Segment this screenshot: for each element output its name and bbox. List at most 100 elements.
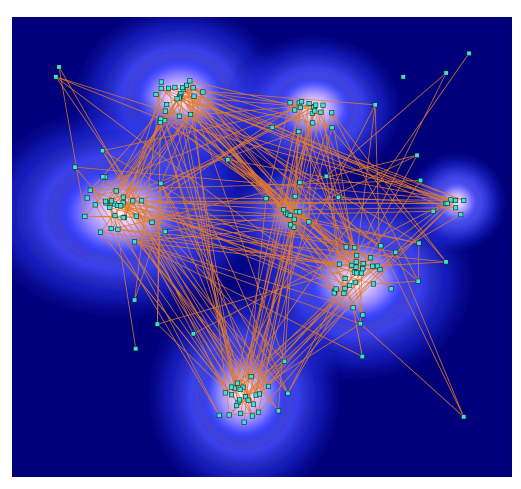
network-node	[281, 207, 287, 213]
network-node	[158, 86, 164, 92]
network-node	[320, 102, 326, 108]
network-node	[342, 275, 348, 281]
network-node	[414, 152, 420, 158]
network-node	[269, 125, 275, 131]
network-node	[241, 419, 247, 425]
network-node	[349, 262, 355, 268]
network-edge	[227, 159, 451, 201]
network-edge	[417, 243, 420, 282]
network-node	[453, 205, 459, 211]
network-edge	[193, 199, 451, 335]
network-edge	[157, 122, 161, 325]
network-node	[336, 261, 342, 267]
network-node	[287, 222, 293, 228]
network-edge	[58, 66, 86, 217]
network-node	[249, 413, 255, 419]
network-edge	[120, 205, 355, 248]
network-node	[335, 194, 341, 200]
network-edge	[247, 105, 324, 401]
network-edge	[90, 189, 350, 286]
network-edge	[243, 198, 267, 423]
network-node	[164, 102, 170, 108]
network-node	[115, 226, 121, 232]
network-node	[370, 281, 376, 287]
network-node	[225, 157, 231, 163]
network-node	[200, 89, 206, 95]
network-node	[222, 390, 228, 396]
network-edge	[159, 122, 253, 417]
network-node	[56, 64, 62, 70]
network-edge	[331, 112, 419, 282]
network-edge	[179, 115, 363, 269]
network-edge	[370, 257, 392, 290]
network-node	[323, 173, 329, 179]
network-edge	[134, 226, 294, 243]
network-node	[228, 384, 234, 390]
network-edge	[176, 98, 235, 389]
network-edge	[234, 360, 285, 389]
network-node	[237, 397, 243, 403]
network-edge	[179, 96, 420, 244]
network-edge	[373, 280, 419, 285]
network-edge	[362, 268, 381, 270]
network-node	[53, 74, 59, 80]
network-edge	[134, 241, 354, 309]
network-edge	[186, 84, 313, 124]
network-edge	[308, 113, 313, 222]
network-edge	[168, 87, 461, 215]
network-node	[154, 321, 160, 327]
network-node	[216, 412, 222, 418]
network-node	[342, 285, 348, 291]
network-edge	[283, 131, 300, 210]
network-node	[257, 391, 263, 397]
network-node	[190, 85, 196, 91]
network-node	[318, 109, 324, 115]
network-edge	[312, 122, 357, 263]
network-node	[287, 100, 293, 106]
network-edge	[114, 215, 137, 349]
network-node	[343, 244, 349, 250]
network-edge	[123, 196, 456, 201]
network-node	[84, 195, 90, 201]
network-node	[120, 215, 126, 221]
network-edge	[236, 199, 452, 406]
network-node	[98, 229, 104, 235]
network-node	[133, 346, 139, 352]
network-edge	[55, 76, 451, 201]
network-edge	[124, 217, 253, 417]
network-edge	[287, 210, 434, 215]
network-edge	[114, 203, 373, 267]
network-node	[243, 394, 249, 400]
network-node	[306, 219, 312, 225]
network-edge	[265, 102, 291, 199]
network-edge	[94, 176, 106, 206]
network-node	[153, 92, 159, 98]
network-node	[341, 290, 347, 296]
network-edge	[134, 241, 363, 357]
network-edge	[117, 205, 357, 274]
network-edge	[189, 80, 297, 212]
network-node	[352, 279, 358, 285]
network-node	[287, 213, 293, 219]
network-node	[352, 245, 358, 251]
network-node	[157, 120, 163, 126]
network-edge	[202, 91, 314, 108]
network-edge	[272, 110, 315, 128]
network-node	[281, 358, 287, 364]
network-edge	[114, 114, 191, 205]
network-edge	[157, 323, 239, 403]
network-edge	[253, 107, 315, 405]
network-node	[245, 397, 251, 403]
network-node	[329, 110, 335, 116]
network-edge	[114, 215, 220, 416]
network-node	[347, 282, 353, 288]
network-node	[234, 380, 240, 386]
network-node	[367, 255, 373, 261]
network-node	[191, 93, 197, 99]
network-node	[275, 408, 281, 414]
network-edge	[179, 95, 229, 160]
network-node	[133, 213, 139, 219]
network-edge	[228, 200, 456, 416]
network-node	[180, 85, 186, 91]
network-edge	[179, 97, 273, 128]
